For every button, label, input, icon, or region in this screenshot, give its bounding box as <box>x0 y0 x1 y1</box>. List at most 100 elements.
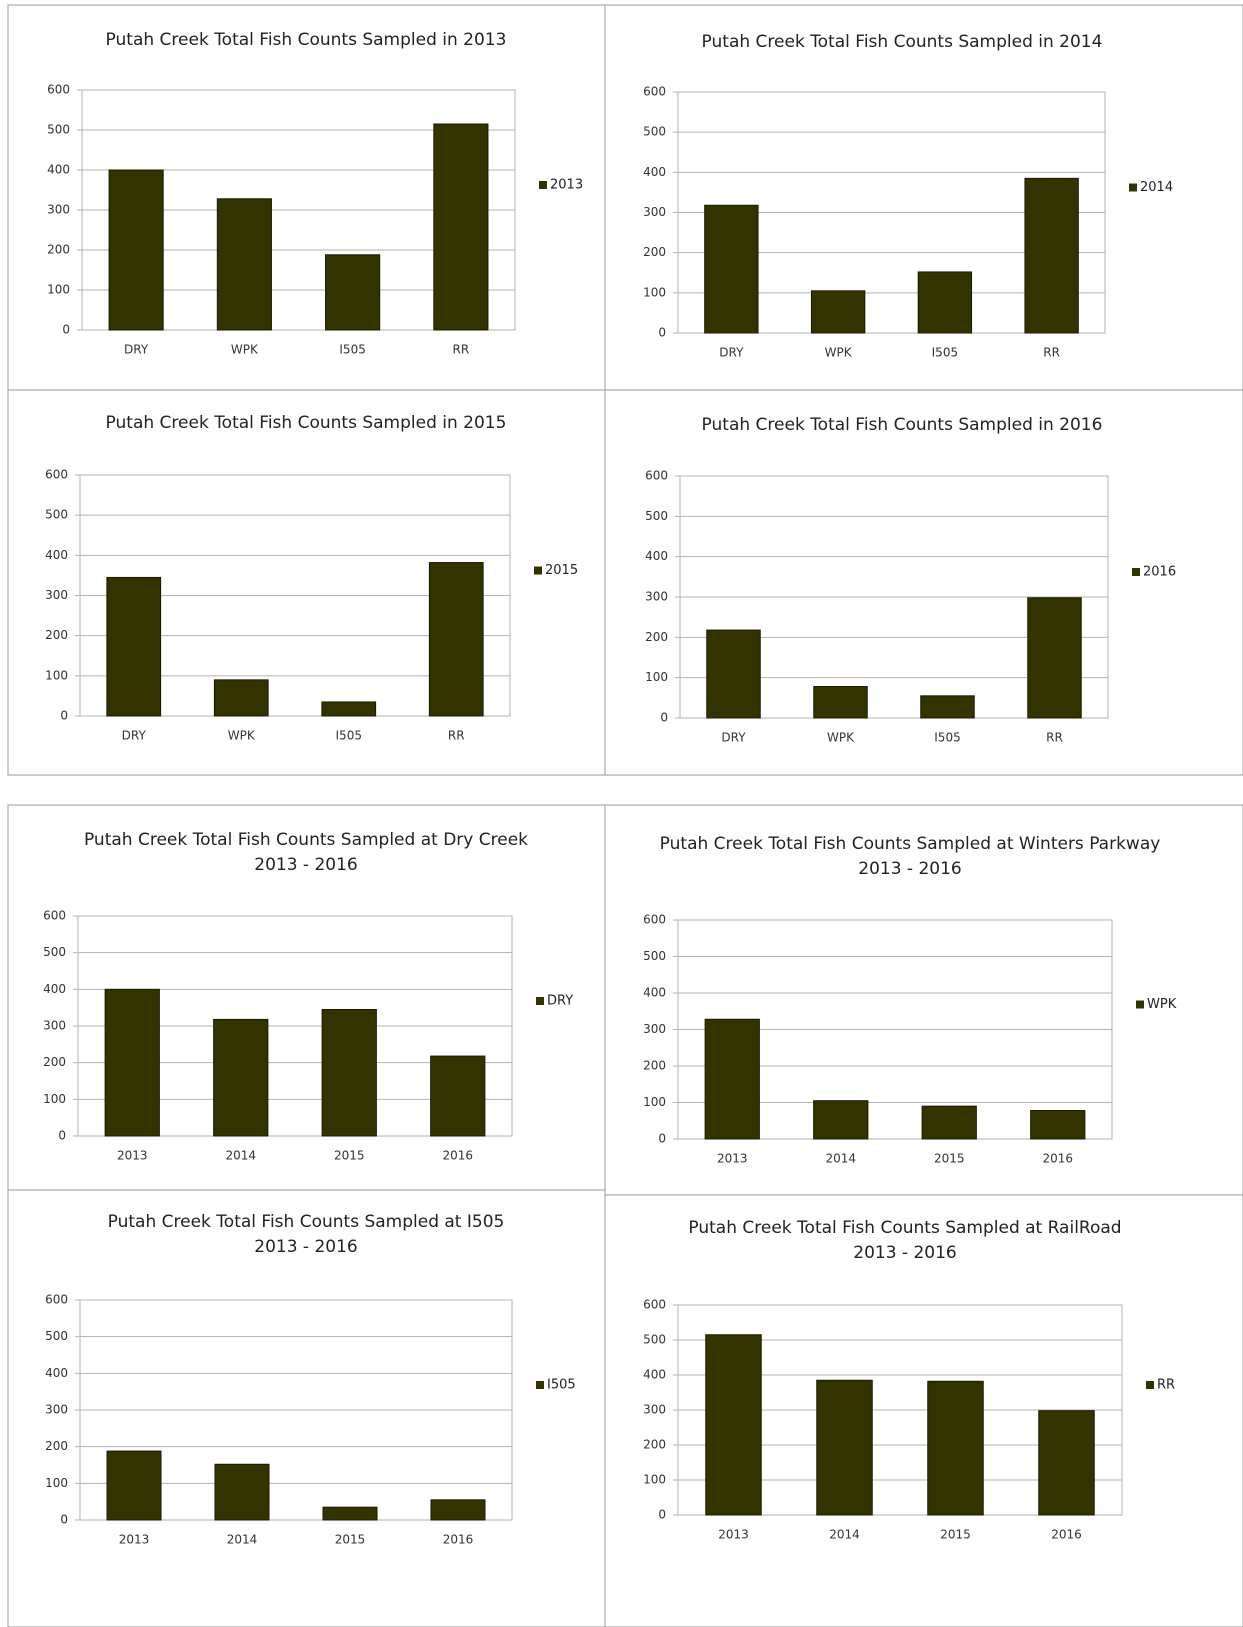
x-tick-label: RR <box>453 343 470 357</box>
y-tick-label: 500 <box>43 945 66 959</box>
bar <box>430 1499 486 1521</box>
legend-swatch <box>1132 568 1140 576</box>
x-tick-label: 2016 <box>1042 1152 1073 1166</box>
y-tick-label: 600 <box>47 83 70 97</box>
x-tick-label: 2013 <box>718 1528 749 1542</box>
y-tick-label: 200 <box>643 1059 666 1073</box>
y-tick-label: 300 <box>45 1403 68 1417</box>
bar <box>430 1055 486 1137</box>
bar <box>108 169 164 331</box>
y-tick-label: 600 <box>45 468 68 482</box>
x-tick-label: I505 <box>934 731 960 745</box>
y-tick-label: 600 <box>643 1298 666 1312</box>
legend-swatch <box>539 181 547 189</box>
bar <box>325 254 381 331</box>
bar <box>428 562 484 717</box>
y-tick-label: 100 <box>45 1476 68 1490</box>
legend-label: RR <box>1157 1378 1175 1393</box>
x-tick-label: 2014 <box>227 1533 258 1547</box>
x-tick-label: 2013 <box>717 1152 748 1166</box>
bar <box>213 679 269 717</box>
y-tick-label: 200 <box>43 1055 66 1069</box>
x-tick-label: I505 <box>932 346 958 360</box>
y-tick-label: 0 <box>658 1508 666 1522</box>
bar <box>927 1380 984 1516</box>
legend-swatch <box>534 566 542 575</box>
y-tick-label: 100 <box>43 1092 66 1106</box>
legend-label: 2016 <box>1143 565 1176 580</box>
y-tick-label: 500 <box>47 123 70 137</box>
legend-swatch <box>1146 1381 1154 1389</box>
bar <box>813 686 868 719</box>
bar <box>810 290 866 334</box>
bar <box>433 123 489 331</box>
legend-label: WPK <box>1147 997 1177 1012</box>
y-tick-label: 400 <box>643 165 666 179</box>
y-tick-label: 0 <box>60 1513 68 1527</box>
x-tick-label: WPK <box>825 346 853 360</box>
bar <box>816 1379 873 1516</box>
x-tick-label: DRY <box>122 729 147 743</box>
y-tick-label: 100 <box>645 670 668 684</box>
y-tick-label: 400 <box>645 549 668 563</box>
x-tick-label: DRY <box>124 343 149 357</box>
y-tick-label: 200 <box>643 1438 666 1452</box>
y-tick-label: 200 <box>45 1439 68 1453</box>
bar <box>106 1450 162 1521</box>
x-tick-label: 2014 <box>225 1149 256 1163</box>
bar <box>1038 1410 1095 1516</box>
y-tick-label: 500 <box>643 125 666 139</box>
y-tick-label: 600 <box>643 85 666 99</box>
bar <box>321 701 377 717</box>
x-tick-label: DRY <box>719 346 744 360</box>
bar <box>705 1334 762 1516</box>
y-tick-label: 0 <box>658 1132 666 1146</box>
legend-swatch <box>1129 183 1137 192</box>
bar <box>921 1105 977 1140</box>
legend-label: 2014 <box>1140 180 1173 195</box>
x-tick-label: 2016 <box>443 1533 474 1547</box>
bar <box>1027 597 1082 719</box>
bar <box>214 1463 270 1521</box>
y-tick-label: 100 <box>47 283 70 297</box>
x-tick-label: RR <box>1043 346 1060 360</box>
bar <box>104 988 160 1137</box>
y-tick-label: 0 <box>62 323 70 337</box>
bar <box>321 1009 377 1137</box>
y-tick-label: 200 <box>45 628 68 642</box>
x-tick-label: 2016 <box>1051 1528 1082 1542</box>
legend-swatch <box>536 1381 544 1389</box>
bar <box>322 1506 378 1521</box>
y-tick-label: 0 <box>658 326 666 340</box>
y-tick-label: 400 <box>45 548 68 562</box>
y-tick-label: 100 <box>643 1095 666 1109</box>
chart-subtitle: 2013 - 2016 <box>853 1243 956 1263</box>
chart-subtitle: 2013 - 2016 <box>858 859 961 879</box>
chart-title: Putah Creek Total Fish Counts Sampled in… <box>106 413 507 433</box>
legend-swatch <box>1136 1000 1144 1009</box>
y-tick-label: 0 <box>660 711 668 725</box>
y-tick-label: 500 <box>643 949 666 963</box>
y-tick-label: 500 <box>645 509 668 523</box>
bar <box>704 1018 760 1140</box>
chart-title: Putah Creek Total Fish Counts Sampled at… <box>108 1212 505 1232</box>
x-tick-label: WPK <box>228 729 256 743</box>
bar <box>106 576 162 717</box>
bar <box>704 204 759 334</box>
bar <box>920 695 975 719</box>
x-tick-label: 2014 <box>825 1152 856 1166</box>
y-tick-label: 300 <box>643 205 666 219</box>
y-tick-label: 400 <box>643 986 666 1000</box>
y-tick-label: 500 <box>45 1329 68 1343</box>
y-tick-label: 300 <box>47 203 70 217</box>
chart-title: Putah Creek Total Fish Counts Sampled in… <box>106 30 507 50</box>
y-tick-label: 600 <box>43 909 66 923</box>
y-tick-label: 300 <box>43 1019 66 1033</box>
y-tick-label: 100 <box>643 285 666 299</box>
y-tick-label: 300 <box>643 1022 666 1036</box>
y-tick-label: 600 <box>645 469 668 483</box>
bar <box>917 271 973 334</box>
y-tick-label: 400 <box>45 1366 68 1380</box>
chart-subtitle: 2013 - 2016 <box>254 855 357 875</box>
